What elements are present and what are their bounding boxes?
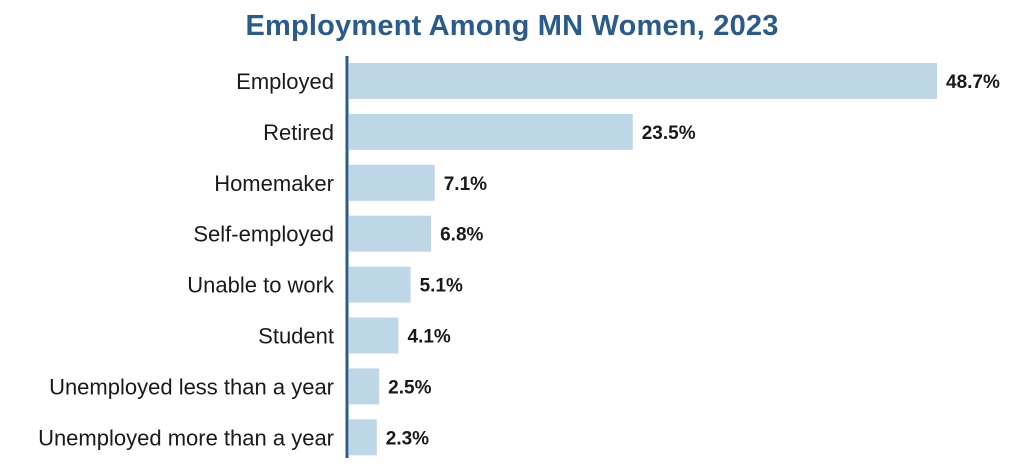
- bar-unable-to-work: [349, 266, 411, 303]
- category-label-homemaker: Homemaker: [214, 171, 334, 196]
- bar-employed: [349, 63, 937, 99]
- value-label-unable-to-work: 5.1%: [420, 276, 463, 297]
- category-label-unable-to-work: Unable to work: [187, 273, 335, 298]
- value-label-student: 4.1%: [408, 327, 451, 348]
- category-label-retired: Retired: [263, 120, 334, 145]
- chart-title: Employment Among MN Women, 2023: [245, 10, 779, 42]
- value-label-homemaker: 7.1%: [444, 174, 487, 195]
- bar-self-employed: [349, 215, 432, 252]
- category-label-unemployed-more-than-a-year: Unemployed more than a year: [38, 425, 334, 450]
- bar-unemployed-more-than-a-year: [349, 419, 377, 456]
- bar-student: [349, 317, 399, 354]
- bar-homemaker: [349, 164, 435, 201]
- bar-retired: [349, 113, 633, 150]
- category-label-self-employed: Self-employed: [193, 222, 334, 247]
- category-label-unemployed-less-than-a-year: Unemployed less than a year: [49, 374, 334, 399]
- value-label-retired: 23.5%: [642, 123, 696, 144]
- value-label-self-employed: 6.8%: [440, 225, 483, 246]
- value-label-unemployed-more-than-a-year: 2.3%: [386, 428, 429, 449]
- value-label-employed: 48.7%: [946, 72, 1000, 93]
- category-label-student: Student: [258, 324, 334, 349]
- bar-unemployed-less-than-a-year: [349, 368, 380, 405]
- value-label-unemployed-less-than-a-year: 2.5%: [388, 377, 431, 398]
- category-label-employed: Employed: [236, 69, 334, 94]
